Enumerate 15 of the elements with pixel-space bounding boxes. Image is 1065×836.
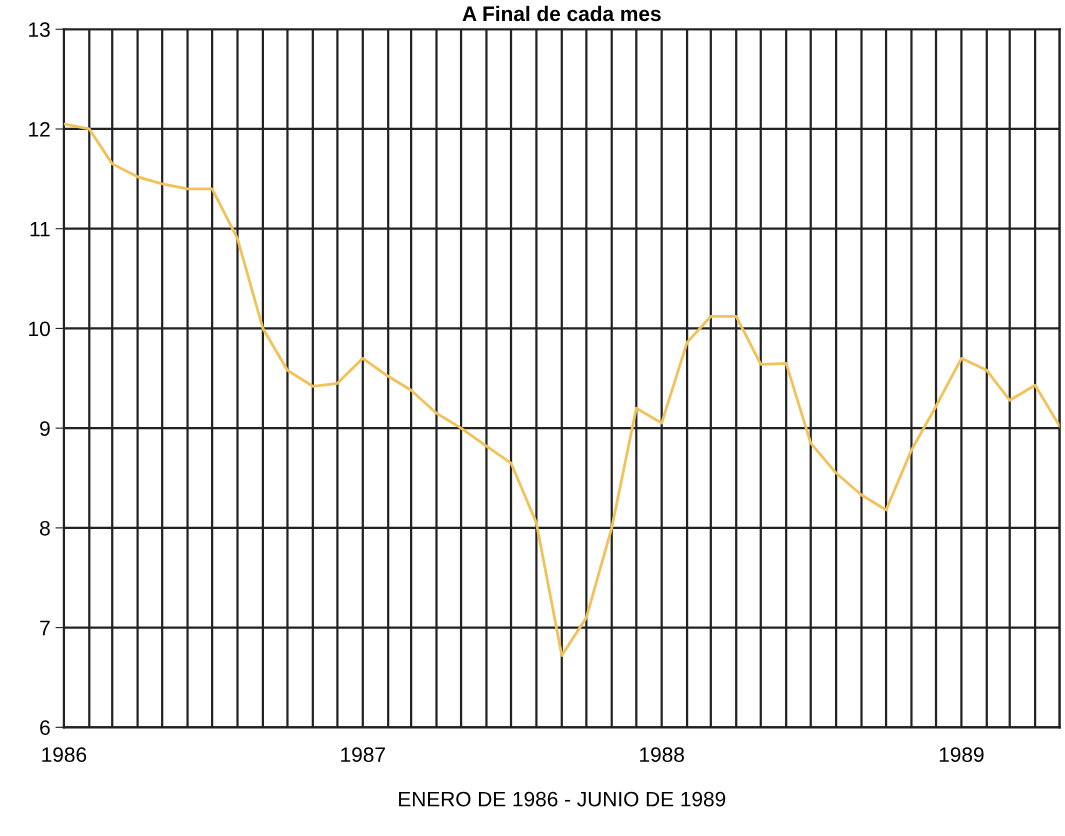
y-tick-label: 10 <box>29 321 50 337</box>
y-tick-label: 6 <box>40 720 50 736</box>
y-tick-label: 7 <box>40 620 50 636</box>
x-tick-label: 1987 <box>341 747 385 763</box>
x-tick-label: 1988 <box>640 747 684 763</box>
y-tick-label: 11 <box>30 221 50 237</box>
chart-title: A Final de cada mes <box>462 5 661 22</box>
x-tick-label: 1986 <box>42 747 87 763</box>
y-tick-label: 13 <box>29 22 50 38</box>
x-axis-title: ENERO DE 1986 - JUNIO DE 1989 <box>399 791 726 807</box>
line-series <box>63 122 1060 657</box>
x-tick-label: 1989 <box>939 747 984 763</box>
y-tick-label: 9 <box>40 421 50 436</box>
y-tick-label: 8 <box>40 520 50 536</box>
y-tick-label: 12 <box>29 121 50 137</box>
